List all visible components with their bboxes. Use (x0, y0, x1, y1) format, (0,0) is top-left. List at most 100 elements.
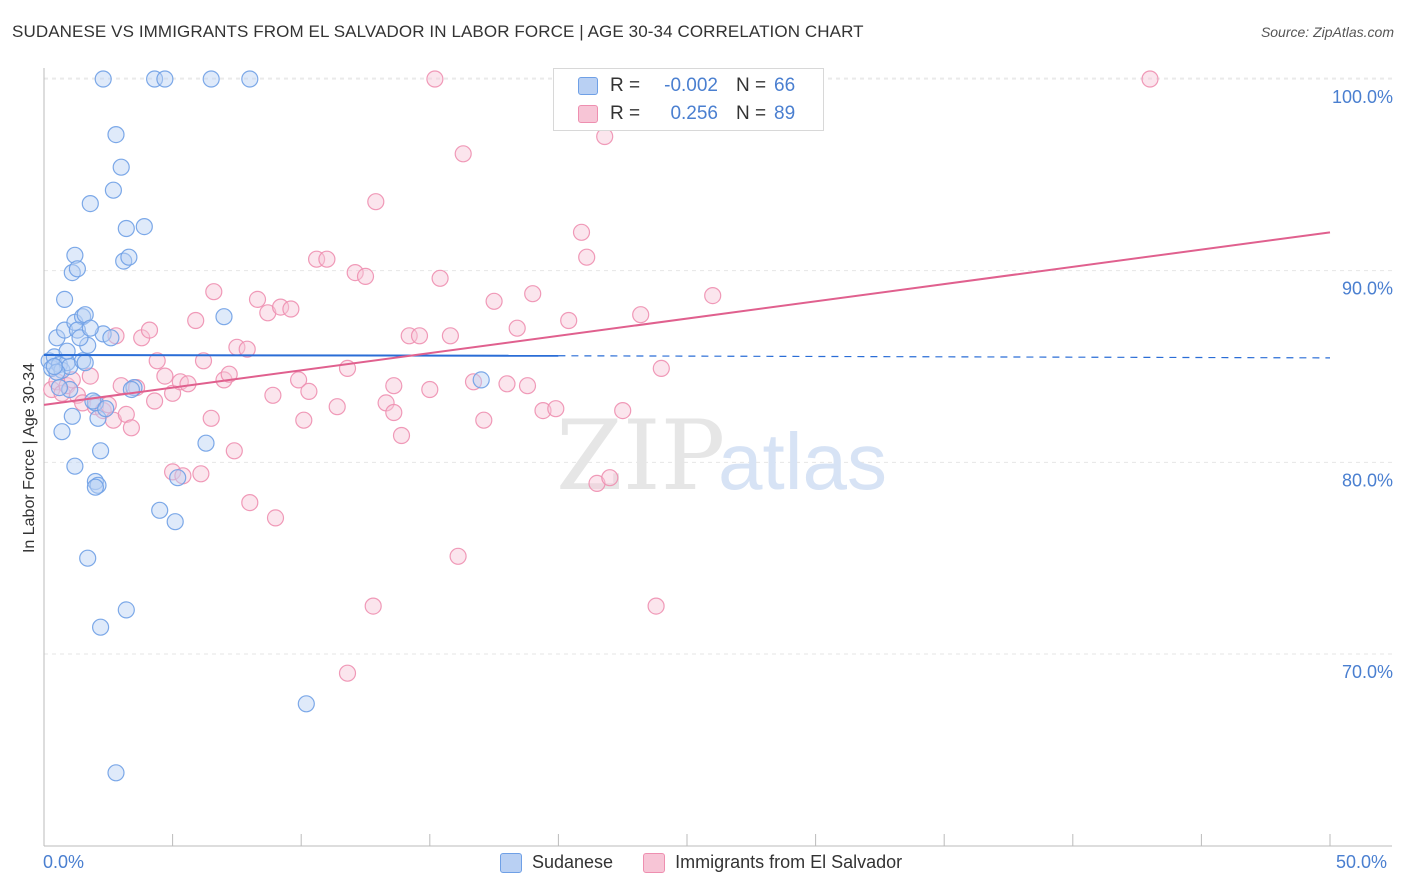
point-sudanese (53, 423, 71, 441)
legend-n-value: 89 (774, 103, 796, 124)
point-sudanese (117, 601, 135, 619)
point-el-salvador (356, 267, 375, 285)
point-el-salvador (205, 283, 223, 301)
point-sudanese (63, 407, 81, 425)
legend-r-label: R = (610, 75, 641, 96)
point-el-salvador (647, 597, 665, 615)
point-el-salvador (652, 359, 670, 377)
point-el-salvador (122, 419, 140, 437)
legend-r-label: R = (610, 103, 641, 124)
point-el-salvador (220, 365, 238, 383)
series-legend-item-sudanese[interactable]: Sudanese (500, 852, 613, 873)
legend-r-value: -0.002 (664, 75, 718, 96)
point-sudanese (86, 478, 105, 496)
point-el-salvador (449, 547, 467, 565)
point-el-salvador (704, 287, 722, 305)
point-el-salvador (508, 319, 526, 337)
point-el-salvador (498, 375, 516, 393)
point-el-salvador (266, 509, 285, 527)
series-legend: Sudanese Immigrants from El Salvador (500, 852, 932, 873)
point-el-salvador (272, 298, 290, 316)
grid-layer (44, 77, 1392, 655)
point-sudanese (55, 290, 74, 308)
point-sudanese (122, 380, 140, 399)
point-el-salvador (632, 306, 650, 324)
point-el-salvador (485, 292, 503, 310)
point-el-salvador (367, 193, 385, 211)
point-el-salvador (194, 352, 213, 370)
legend-swatch-pink (578, 105, 598, 123)
point-el-salvador (614, 402, 632, 420)
point-sudanese (45, 357, 63, 376)
point-sudanese (81, 319, 99, 337)
legend-n-label: N = (736, 75, 767, 96)
point-el-salvador (518, 377, 537, 395)
point-sudanese (117, 219, 135, 238)
watermark: ZIP atlas (556, 400, 887, 512)
point-el-salvador (156, 367, 174, 385)
point-sudanese (112, 158, 130, 176)
y-tick-label: 70.0% (1342, 662, 1393, 682)
watermark-atlas: atlas (718, 417, 887, 506)
watermark-zip: ZIP (556, 400, 725, 512)
legend-row-el-salvador: R = 0.256 N = 89 (578, 102, 795, 126)
point-el-salvador (338, 664, 357, 682)
point-el-salvador (295, 411, 313, 429)
point-sudanese (202, 70, 220, 88)
series-legend-item-el-salvador[interactable]: Immigrants from El Salvador (643, 852, 902, 873)
series-swatch-blue (500, 852, 522, 873)
point-el-salvador (318, 250, 336, 268)
legend-r-value: 0.256 (670, 103, 718, 124)
point-el-salvador (248, 290, 267, 308)
source-label: Source: ZipAtlas.com (1260, 24, 1394, 40)
point-el-salvador (346, 264, 364, 282)
trendline-sudanese (43, 354, 559, 357)
y-tick-labels: 70.0% 80.0% 90.0% 100.0% (1332, 87, 1393, 682)
stats-legend: R = -0.002 N = 66 R = 0.256 N = 89 (553, 68, 824, 131)
point-sudanese (102, 329, 120, 347)
point-el-salvador (601, 469, 619, 487)
point-sudanese (79, 549, 97, 567)
point-el-salvador (282, 300, 300, 318)
point-sudanese (61, 380, 79, 399)
point-sudanese (166, 513, 184, 531)
point-sudanese (58, 342, 76, 360)
point-el-salvador (300, 382, 318, 400)
point-sudanese (241, 70, 259, 88)
point-el-salvador (192, 465, 210, 483)
point-el-salvador (572, 223, 591, 241)
point-el-salvador (410, 327, 429, 345)
point-sudanese (104, 181, 123, 199)
point-el-salvador (534, 402, 552, 420)
y-tick-label: 100.0% (1332, 87, 1393, 107)
point-sudanese (120, 248, 138, 266)
chart-title: SUDANESE VS IMMIGRANTS FROM EL SALVADOR … (12, 22, 864, 41)
point-sudanese (73, 352, 92, 370)
series-legend-label: Immigrants from El Salvador (675, 852, 903, 872)
point-el-salvador (364, 597, 382, 615)
trendline-el-salvador (43, 231, 1331, 406)
point-sudanese (197, 434, 215, 452)
legend-n-label: N = (736, 103, 767, 124)
point-sudanese (94, 70, 112, 88)
x-tick-label-min: 0.0% (43, 852, 85, 872)
point-el-salvador (392, 426, 411, 445)
legend-row-sudanese: R = -0.002 N = 66 (578, 74, 795, 98)
point-el-salvador (140, 321, 159, 339)
point-sudanese (215, 308, 233, 326)
legend-swatch-blue (578, 77, 598, 95)
point-sudanese (66, 457, 84, 475)
point-el-salvador (524, 285, 542, 303)
point-sudanese (107, 126, 125, 144)
point-el-salvador (225, 442, 243, 460)
points-layer (40, 70, 1159, 782)
point-el-salvador (426, 70, 444, 88)
point-el-salvador (421, 380, 439, 399)
point-el-salvador (187, 311, 205, 330)
x-tick-label-max: 50.0% (1336, 852, 1388, 872)
point-sudanese (68, 260, 87, 278)
series-legend-label: Sudanese (532, 852, 614, 872)
point-el-salvador (547, 400, 565, 418)
axis-layer (43, 68, 1392, 847)
